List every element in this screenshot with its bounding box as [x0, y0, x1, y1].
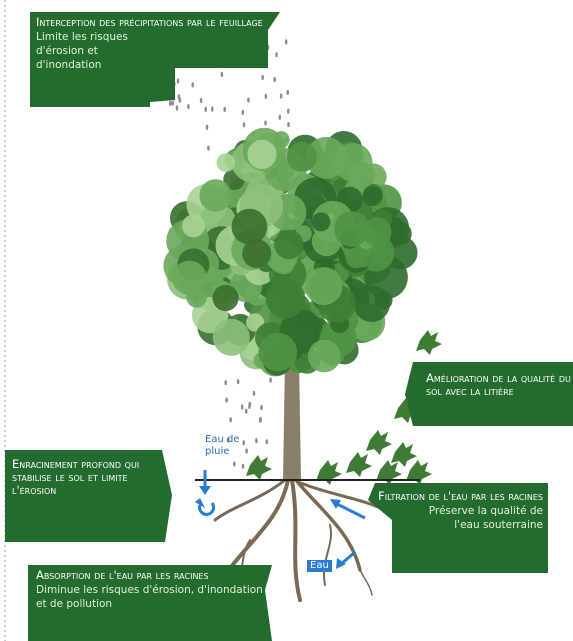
canopy: [163, 128, 417, 377]
foliage: [247, 140, 276, 169]
raindrop: [178, 94, 181, 99]
raindrop: [260, 405, 263, 410]
illustration: [0, 0, 573, 641]
box-text: Diminue les risques d'érosion, d'inondat…: [36, 583, 268, 611]
rain-label: Eau de pluie: [205, 434, 247, 458]
foliage: [287, 142, 317, 172]
raindrop: [191, 82, 194, 87]
raindrop: [177, 78, 180, 83]
raindrop: [237, 379, 240, 384]
raindrop: [207, 146, 210, 151]
raindrop: [248, 404, 251, 409]
leaf: [391, 442, 417, 467]
foliage: [305, 267, 343, 305]
raindrop: [187, 104, 190, 109]
raindrop: [247, 98, 250, 103]
foliage: [182, 214, 205, 237]
foliage: [353, 285, 390, 322]
foliage: [312, 212, 331, 231]
box-text: Préserve la qualité de l'eau souterraine: [408, 504, 543, 532]
raindrop: [255, 438, 258, 443]
raindrop: [225, 398, 228, 403]
raindrop: [273, 77, 276, 82]
leaf: [246, 455, 272, 480]
box-title: Filtration de l'eau par les racines: [378, 490, 543, 503]
raindrop: [223, 107, 226, 112]
raindrop: [243, 122, 246, 127]
box-text: Limite les risques d'érosion et d'inonda…: [36, 30, 166, 72]
raindrop: [265, 94, 268, 99]
leaf: [406, 460, 432, 485]
foliage: [362, 186, 382, 206]
raindrop: [172, 101, 175, 106]
raindrop: [253, 391, 256, 396]
leaf: [376, 460, 402, 485]
raindrop: [242, 464, 245, 469]
foliage: [199, 179, 231, 211]
raindrop: [233, 461, 236, 466]
leaf: [366, 430, 392, 455]
box-title: Absorption de l'eau par les racines: [36, 569, 268, 582]
leaf: [316, 460, 342, 485]
enracinement-box: Enracinement profond qui stabilise le so…: [12, 458, 162, 497]
raindrop: [169, 101, 172, 106]
water-label: Eau: [307, 560, 332, 572]
raindrop: [287, 109, 290, 114]
raindrop: [176, 105, 179, 110]
box-title: Enracinement profond qui stabilise le so…: [12, 458, 162, 497]
raindrop: [204, 107, 207, 112]
foliage: [388, 222, 411, 245]
raindrop: [287, 122, 290, 127]
foliage: [213, 285, 239, 311]
raindrop: [221, 72, 224, 77]
foliage: [217, 153, 236, 172]
filtration-box: Filtration de l'eau par les racines Prés…: [378, 490, 543, 532]
raindrop: [264, 120, 267, 125]
raindrop: [245, 409, 248, 414]
foliage: [308, 340, 341, 373]
foliage: [259, 333, 298, 372]
foliage: [213, 319, 250, 356]
raindrop: [285, 39, 288, 44]
foliage: [346, 248, 366, 268]
litiere-box: Amélioration de la qualité du sol avec l…: [426, 372, 573, 398]
raindrop: [265, 439, 268, 444]
foliage: [362, 217, 391, 246]
leaf: [346, 452, 372, 477]
raindrop: [259, 417, 262, 422]
foliage: [274, 230, 303, 259]
absorption-box: Absorption de l'eau par les racines Dimi…: [36, 569, 268, 611]
raindrop: [286, 90, 289, 95]
raindrop: [241, 405, 244, 410]
raindrop: [211, 107, 214, 112]
raindrop: [279, 115, 282, 120]
raindrop: [224, 380, 227, 385]
foliage: [172, 261, 206, 295]
interception-box: Interception des précipitations par le f…: [36, 16, 276, 72]
raindrop: [200, 98, 203, 103]
foliage: [242, 239, 271, 268]
leaf: [416, 330, 442, 355]
raindrop: [261, 75, 264, 80]
raindrop: [242, 110, 245, 115]
raindrop: [229, 417, 232, 422]
box-title: Amélioration de la qualité du sol avec l…: [426, 372, 573, 398]
foliage: [266, 279, 306, 319]
raindrop: [206, 125, 209, 130]
box-title: Interception des précipitations par le f…: [36, 16, 276, 29]
foliage: [232, 209, 268, 245]
page: Interception des précipitations par le f…: [0, 0, 573, 641]
raindrop: [280, 94, 283, 99]
raindrop: [269, 378, 272, 383]
